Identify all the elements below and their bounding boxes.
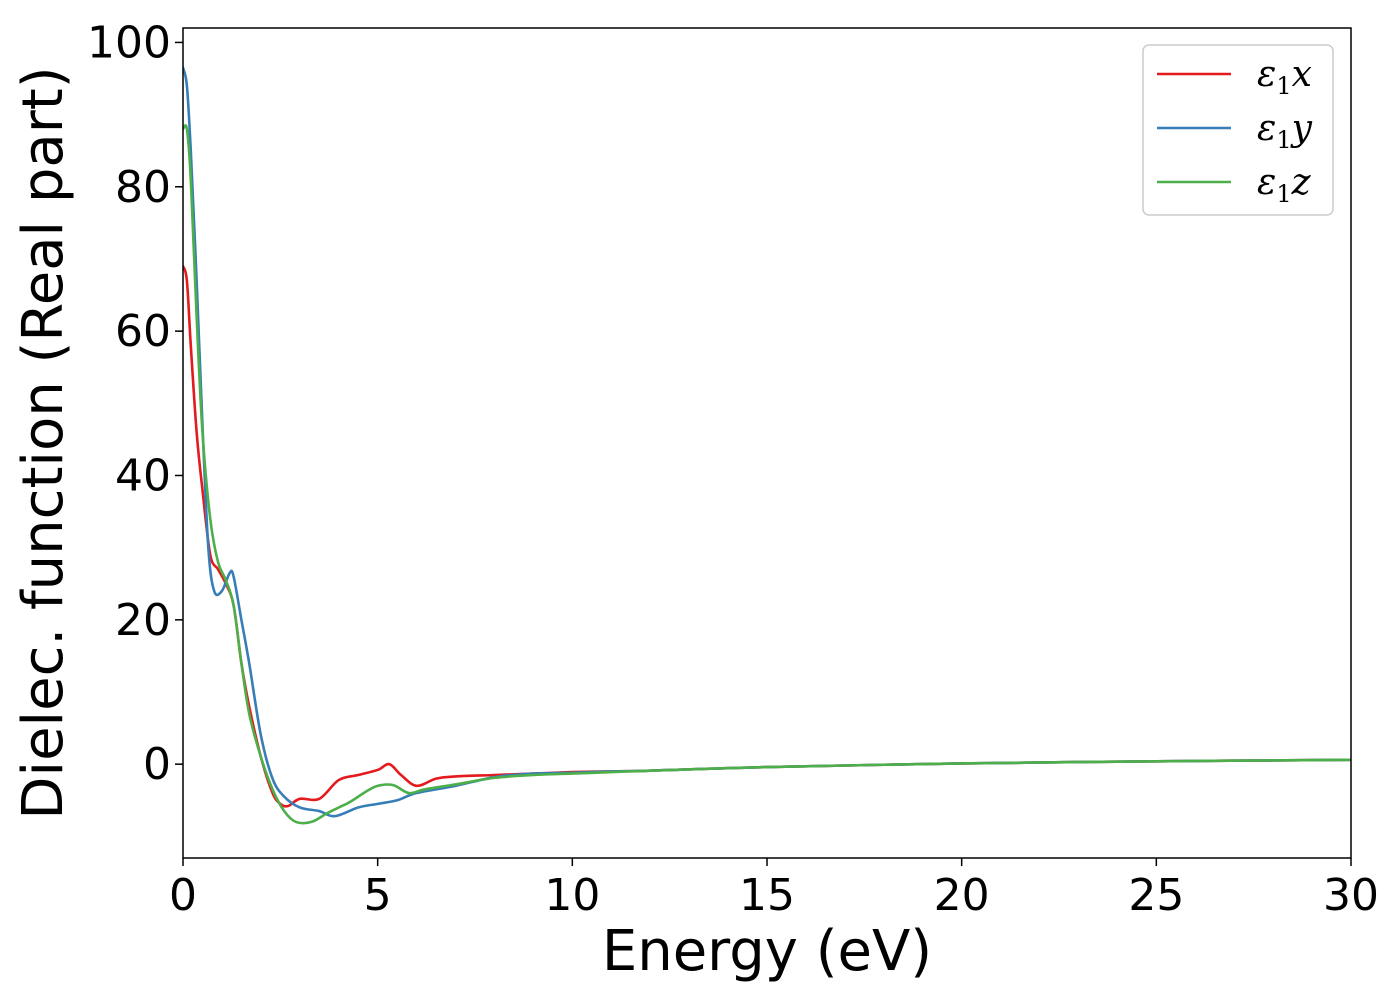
x-tick-label: 20: [934, 870, 990, 921]
x-tick-label: 15: [739, 870, 795, 921]
y-tick-label: 100: [87, 17, 171, 68]
x-axis-label: Energy (eV): [602, 919, 932, 984]
y-tick-label: 40: [115, 450, 171, 501]
x-tick-label: 10: [544, 870, 600, 921]
y-tick-label: 60: [115, 306, 171, 357]
x-tick-label: 0: [169, 870, 197, 921]
x-tick-label: 30: [1323, 870, 1379, 921]
series-line-z: [183, 124, 1351, 825]
x-tick-label: 25: [1128, 870, 1184, 921]
y-axis-label: Dielec. function (Real part): [11, 66, 76, 819]
legend-label-y: ε1y: [1257, 108, 1313, 154]
y-tick-label: 0: [143, 739, 171, 790]
legend: ε1x ε1y ε1z: [1142, 44, 1334, 216]
y-tick-label: 80: [115, 162, 171, 213]
x-tick-label: 5: [364, 870, 392, 921]
legend-label-z: ε1z: [1257, 162, 1312, 208]
legend-box: [1142, 44, 1334, 216]
legend-label-x: ε1x: [1257, 54, 1312, 100]
y-tick-label: 20: [115, 595, 171, 646]
